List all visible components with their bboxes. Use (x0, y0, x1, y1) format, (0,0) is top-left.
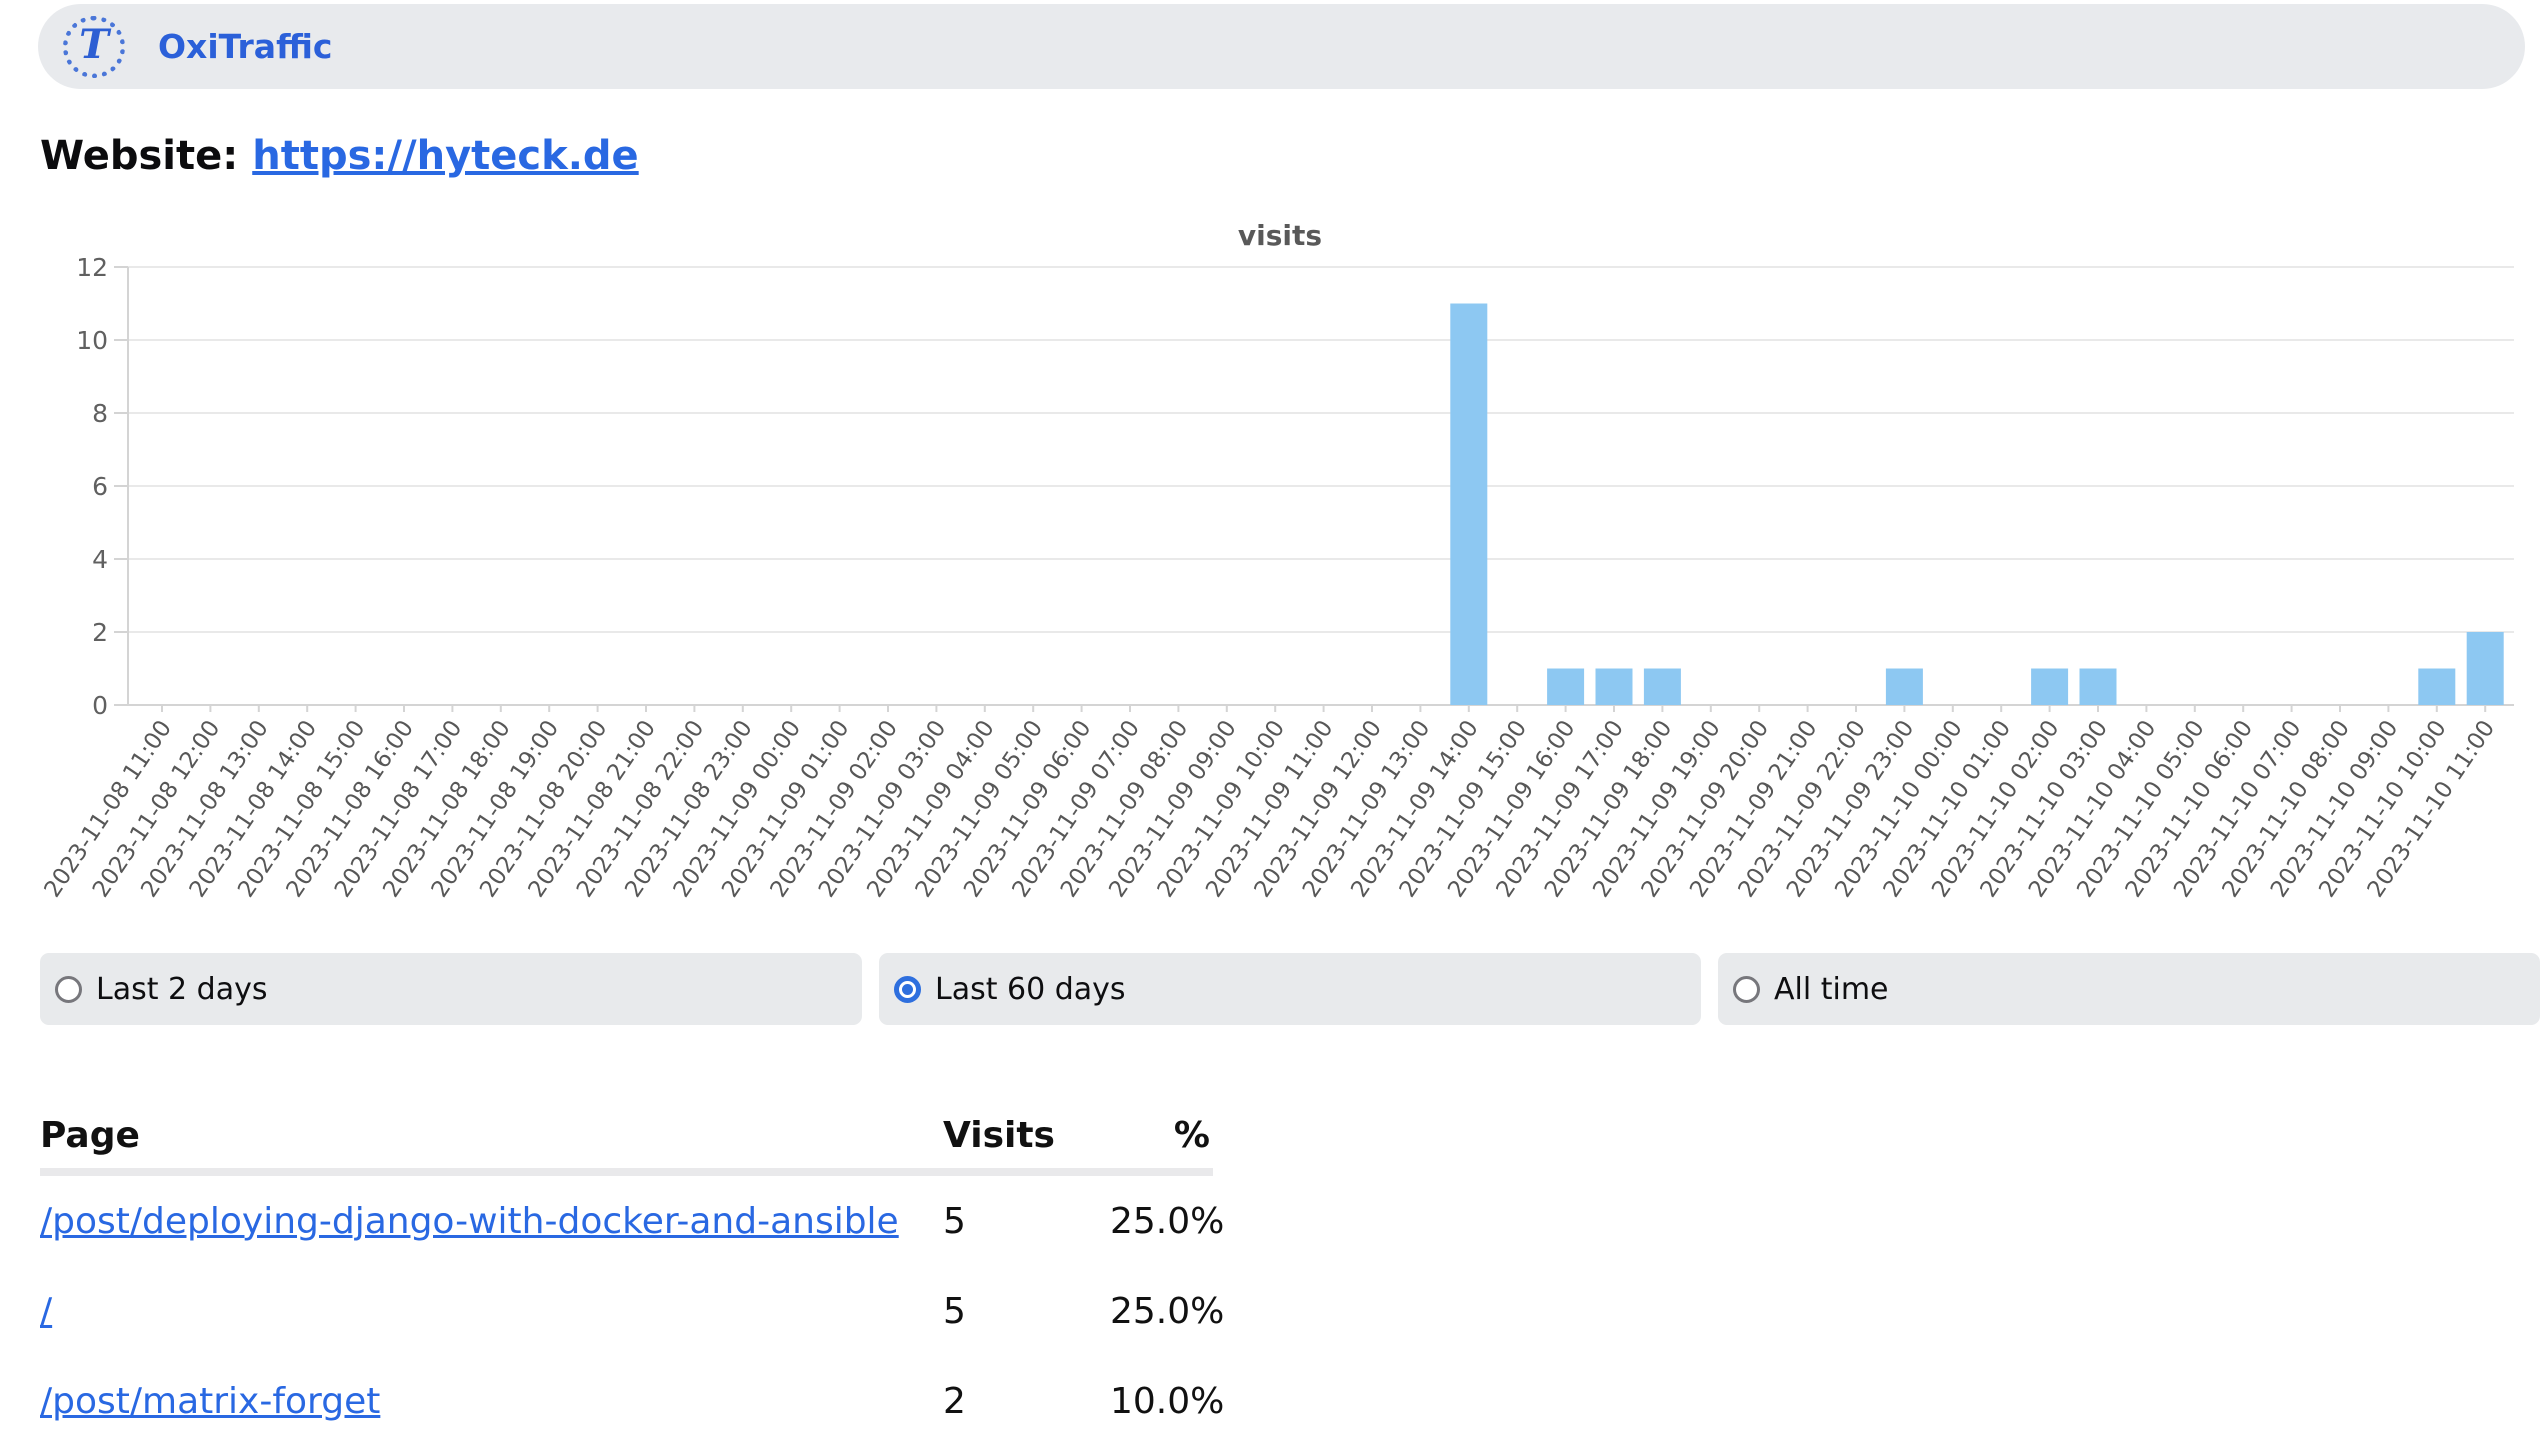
time-range-option-all-time[interactable]: All time (1718, 953, 2540, 1025)
svg-text:0: 0 (92, 691, 108, 720)
table-row: /post/deploying-django-with-docker-and-a… (40, 1176, 1225, 1266)
visits-value: 5 (943, 1290, 966, 1332)
svg-text:12: 12 (76, 253, 108, 282)
website-heading: Website: https://hyteck.de (40, 133, 639, 179)
time-range-label: Last 2 days (96, 971, 268, 1007)
percent-value: 25.0% (1110, 1200, 1225, 1242)
page-link[interactable]: /post/deploying-django-with-docker-and-a… (40, 1200, 899, 1242)
pages-table: Page Visits % /post/deploying-django-wit… (40, 1115, 1225, 1446)
app-header: T OxiTraffic (38, 4, 2525, 89)
table-separator (40, 1168, 1213, 1176)
bar-2023-11-09 17:00 (1595, 668, 1633, 705)
column-header-visits: Visits (943, 1115, 1055, 1156)
visits-value: 5 (943, 1200, 966, 1242)
time-range-label: All time (1774, 971, 1889, 1007)
bar-2023-11-10 02:00 (2031, 668, 2069, 705)
svg-text:10: 10 (76, 326, 108, 355)
bar-2023-11-09 16:00 (1547, 668, 1585, 705)
bar-2023-11-10 11:00 (2466, 632, 2504, 705)
chart-title: visits (1238, 219, 1322, 252)
bar-2023-11-09 23:00 (1885, 668, 1923, 705)
page-link[interactable]: / (40, 1290, 53, 1332)
time-range-selector: Last 2 days Last 60 days All time (40, 953, 2540, 1025)
page-link[interactable]: /post/matrix-forget (40, 1380, 381, 1422)
radio-icon[interactable] (894, 975, 921, 1003)
website-link[interactable]: https://hyteck.de (252, 133, 639, 179)
bar-2023-11-10 03:00 (2079, 668, 2117, 705)
bar-2023-11-09 18:00 (1643, 668, 1681, 705)
bar-2023-11-09 14:00 (1450, 303, 1488, 705)
svg-text:4: 4 (92, 545, 108, 574)
table-row: / 5 25.0% (40, 1266, 1225, 1356)
visits-chart-container: visits 0 2 4 6 8 10 12 2023-11-08 11:00 2023-11-0… (0, 207, 2543, 952)
column-header-percent: % (1173, 1115, 1210, 1156)
time-range-option-last-60-days[interactable]: Last 60 days (879, 953, 1701, 1025)
time-range-label: Last 60 days (935, 971, 1126, 1007)
radio-icon[interactable] (1733, 975, 1760, 1003)
website-label: Website: (40, 133, 239, 179)
time-range-option-last-2-days[interactable]: Last 2 days (40, 953, 862, 1025)
svg-text:8: 8 (92, 399, 108, 428)
oxitraffic-logo-icon: T (63, 15, 125, 78)
visits-value: 2 (943, 1380, 966, 1422)
bar-2023-11-10 10:00 (2418, 668, 2456, 705)
svg-text:2: 2 (92, 618, 108, 647)
percent-value: 10.0% (1110, 1380, 1225, 1422)
table-row: /post/matrix-forget 2 10.0% (40, 1356, 1225, 1446)
percent-value: 25.0% (1110, 1290, 1225, 1332)
pages-table-header: Page Visits % (40, 1115, 1213, 1168)
app-title: OxiTraffic (158, 27, 333, 66)
logo-letter: T (79, 21, 109, 68)
radio-icon[interactable] (55, 975, 82, 1003)
svg-text:6: 6 (92, 472, 108, 501)
column-header-page: Page (40, 1115, 140, 1156)
